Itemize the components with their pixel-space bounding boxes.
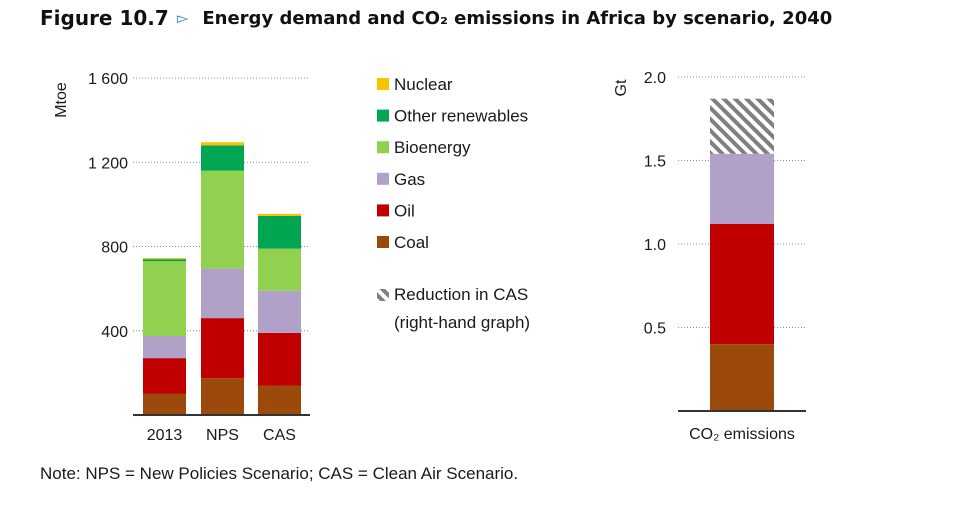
bar-segment-oil-co-emissions bbox=[710, 223, 774, 345]
legend-label: Coal bbox=[394, 233, 429, 252]
legend: Nuclear Other renewables Bioenergy Gas Oil Co… bbox=[377, 75, 530, 332]
legend-swatch-bioenergy bbox=[377, 141, 389, 154]
legend-label: (right-hand graph) bbox=[394, 313, 530, 332]
legend-label: Oil bbox=[394, 201, 415, 220]
y-axis-label: Gt bbox=[613, 79, 630, 96]
bar-segment-nuclear-2013 bbox=[143, 258, 186, 260]
y-tick-label: 1.0 bbox=[644, 237, 666, 254]
bar-segment-oil-nps bbox=[201, 318, 244, 379]
bar-segment-other-renewables-cas bbox=[258, 215, 301, 249]
bar-segment-gas-nps bbox=[201, 268, 244, 319]
y-tick-label: 1 200 bbox=[88, 155, 128, 172]
bar-segment-oil-cas bbox=[258, 332, 301, 386]
energy-demand-chart: 400 800 1 200 1 600 Mtoe 2013 NPS CAS bbox=[53, 71, 310, 444]
y-tick-label: 800 bbox=[101, 240, 128, 257]
bar-segment-coal-nps bbox=[201, 378, 244, 415]
bar-segment-nuclear-nps bbox=[201, 142, 244, 146]
legend-label: Bioenergy bbox=[394, 138, 471, 157]
figure-number: Figure 10.7 bbox=[40, 6, 169, 30]
legend-label: Reduction in CAS bbox=[394, 285, 528, 304]
legend-label: Nuclear bbox=[394, 75, 453, 94]
y-tick-label: 2.0 bbox=[644, 70, 666, 87]
bar-segment-bioenergy-cas bbox=[258, 248, 301, 291]
x-category-label: CAS bbox=[263, 427, 296, 444]
bar-segment-oil-2013 bbox=[143, 358, 186, 394]
legend-swatch-nuclear bbox=[377, 78, 389, 90]
bar-segment-coal-cas bbox=[258, 385, 301, 415]
y-tick-label: 1 600 bbox=[88, 71, 128, 88]
bar-segment-other-renewables-nps bbox=[201, 145, 244, 171]
co2-emissions-chart: 0.5 1.0 1.5 2.0 Gt CO₂ emissions bbox=[613, 70, 806, 443]
bar-segment-reduction-in-cas-co-emissions bbox=[710, 98, 774, 154]
legend-label: Other renewables bbox=[394, 107, 528, 126]
legend-label: Gas bbox=[394, 170, 425, 189]
bar-segment-gas-co-emissions bbox=[710, 153, 774, 224]
bar-segment-bioenergy-2013 bbox=[143, 261, 186, 337]
y-axis-label: Mtoe bbox=[53, 82, 70, 118]
bar-segment-nuclear-cas bbox=[258, 213, 301, 216]
y-tick-label: 400 bbox=[101, 324, 128, 341]
bar-segment-bioenergy-nps bbox=[201, 170, 244, 269]
legend-swatch-oil bbox=[377, 204, 389, 217]
y-tick-label: 0.5 bbox=[644, 321, 666, 338]
bar-segment-coal-2013 bbox=[143, 393, 186, 415]
legend-swatch-gas bbox=[377, 172, 389, 185]
x-category-label: 2013 bbox=[147, 427, 183, 444]
x-category-label: NPS bbox=[206, 427, 239, 444]
y-tick-label: 1.5 bbox=[644, 154, 666, 171]
bar-segment-gas-2013 bbox=[143, 336, 186, 359]
bar-segment-gas-cas bbox=[258, 290, 301, 333]
bar-segment-other-renewables-2013 bbox=[143, 259, 186, 262]
figure-note: Note: NPS = New Policies Scenario; CAS =… bbox=[40, 464, 519, 483]
legend-swatch-coal bbox=[377, 236, 389, 248]
bar-segment-coal-co-emissions bbox=[710, 344, 774, 411]
figure-title: Energy demand and CO₂ emissions in Afric… bbox=[202, 7, 833, 29]
legend-swatch-other-renewables bbox=[377, 109, 389, 122]
figure-header: Figure 10.7 ▻ Energy demand and CO₂ emis… bbox=[40, 6, 832, 30]
x-category-label: CO₂ emissions bbox=[689, 426, 795, 443]
play-arrow-icon: ▻ bbox=[176, 10, 189, 27]
legend-swatch-reduction-in-cas bbox=[377, 289, 389, 301]
